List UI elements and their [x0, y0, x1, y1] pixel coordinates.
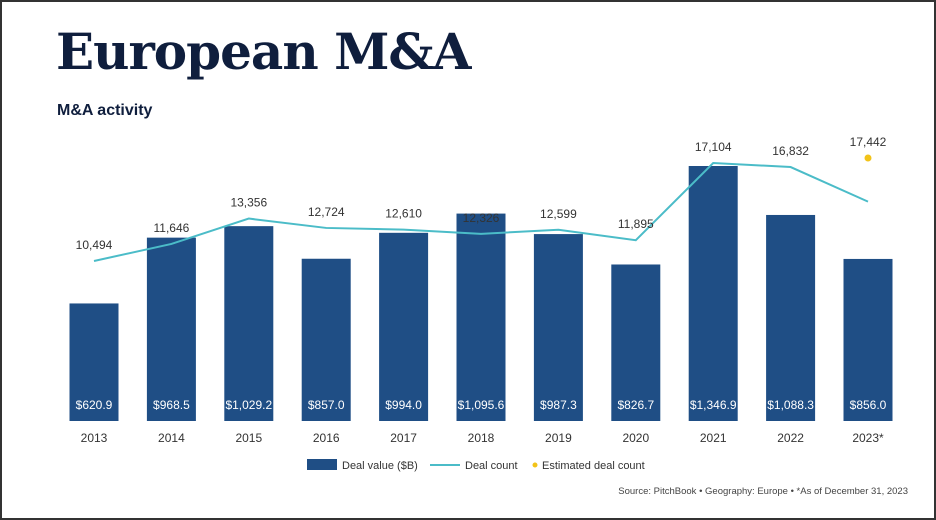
x-tick-label: 2021	[700, 431, 727, 445]
bar-value-label: $857.0	[308, 398, 345, 412]
bar-value-label: $1,088.3	[767, 398, 814, 412]
bar-value-label: $968.5	[153, 398, 190, 412]
deal-count-label: 17,104	[695, 140, 732, 154]
x-tick-label: 2014	[158, 431, 185, 445]
bar-value-label: $826.7	[617, 398, 654, 412]
x-tick-label: 2022	[777, 431, 804, 445]
estimated-deal-count-point	[864, 154, 872, 162]
x-tick-label: 2017	[390, 431, 417, 445]
bar-2013	[69, 303, 119, 421]
estimated-deal-count-label: 17,442	[850, 135, 887, 149]
bar-value-label: $1,346.9	[690, 398, 737, 412]
legend-label-estimated: Estimated deal count	[542, 460, 645, 472]
legend-label-deal-value: Deal value ($B)	[342, 460, 418, 472]
legend-swatch-deal-value	[307, 459, 337, 470]
x-tick-label: 2019	[545, 431, 572, 445]
deal-count-label: 13,356	[230, 196, 267, 210]
x-tick-label: 2013	[81, 431, 108, 445]
deal-count-label: 12,610	[385, 207, 422, 221]
bar-2021	[688, 166, 738, 421]
bar-2020	[611, 264, 661, 421]
deal-count-label: 11,646	[153, 221, 189, 235]
deal-count-label: 16,832	[772, 144, 809, 158]
bar-value-label: $987.3	[540, 398, 577, 412]
bar-2022	[766, 214, 816, 421]
deal-count-label: 10,494	[76, 238, 113, 252]
x-tick-label: 2016	[313, 431, 340, 445]
deal-count-label: 12,724	[308, 205, 345, 219]
bar-2015	[224, 226, 274, 421]
bar-2023*	[843, 258, 893, 421]
x-tick-label: 2023*	[852, 431, 884, 445]
bar-2017	[379, 232, 429, 421]
bar-2019	[533, 234, 583, 421]
bar-value-label: $856.0	[850, 398, 887, 412]
legend-label-deal-count: Deal count	[465, 460, 518, 472]
source-note: Source: PitchBook • Geography: Europe • …	[618, 486, 908, 497]
x-tick-label: 2018	[468, 431, 495, 445]
deal-count-label: 12,326	[463, 211, 500, 225]
deal-count-label: 12,599	[540, 207, 577, 221]
bar-value-label: $620.9	[76, 398, 113, 412]
chart-subtitle: M&A activity	[57, 102, 153, 119]
bar-value-label: $994.0	[385, 398, 422, 412]
bar-2016	[301, 258, 351, 421]
deal-count-label: 11,895	[618, 217, 654, 231]
bar-value-label: $1,095.6	[458, 398, 505, 412]
page-title: European M&A	[56, 22, 471, 81]
legend-swatch-estimated	[532, 462, 538, 468]
x-tick-label: 2020	[622, 431, 649, 445]
bar-2018	[456, 213, 506, 421]
deal-count-line	[93, 161, 869, 262]
x-tick-label: 2015	[235, 431, 262, 445]
bar-value-label: $1,029.2	[225, 398, 272, 412]
bar-2014	[146, 237, 196, 421]
